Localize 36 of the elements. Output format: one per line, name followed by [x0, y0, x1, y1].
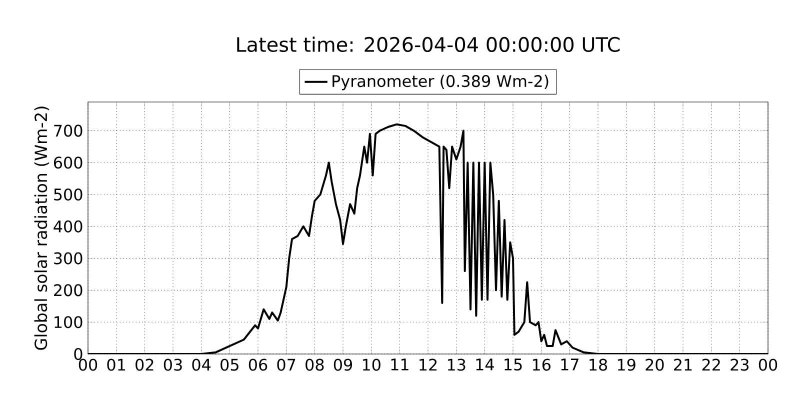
x-tick-label: 20: [646, 358, 664, 371]
y-tick-label: 700: [54, 124, 82, 137]
x-tick-label: 02: [136, 358, 154, 371]
x-tick-label: 07: [277, 358, 296, 371]
x-tick-label: 06: [248, 358, 268, 371]
x-tick-label: 13: [448, 358, 466, 371]
x-tick-label: 14: [476, 358, 494, 370]
x-tick-label: 18: [590, 358, 608, 371]
x-tick-label: 01: [107, 358, 125, 371]
x-tick-label: 11: [391, 358, 408, 370]
y-tick-label: 400: [54, 220, 82, 232]
x-tick-label: 08: [306, 358, 324, 371]
x-tick-label: 04: [192, 358, 211, 371]
x-tick-label: 23: [730, 358, 749, 371]
y-tick-label: 100: [54, 316, 82, 328]
chart-title: Latest time: 2026-04-04 00:00:00 UTC: [237, 36, 620, 52]
x-tick-label: 15: [504, 358, 522, 371]
x-tick-label: 00: [78, 358, 98, 371]
x-tick-label: 17: [561, 358, 578, 370]
legend-label: Pyranometer (0.389 Wm-2): [332, 74, 548, 90]
x-tick-label: 10: [362, 358, 380, 371]
y-axis-title: Global solar radiation (Wm-2): [34, 106, 50, 350]
x-tick-label: 12: [420, 358, 437, 371]
y-tick-label: 300: [54, 252, 82, 264]
x-tick-label: 00: [758, 358, 778, 371]
y-tick-label: 500: [54, 188, 82, 201]
y-tick-label: 200: [54, 284, 82, 296]
x-tick-label: 03: [164, 358, 182, 371]
x-tick-label: 19: [618, 358, 636, 371]
x-tick-label: 21: [674, 358, 692, 371]
x-tick-label: 16: [532, 358, 550, 371]
y-tick-label: 0: [74, 348, 82, 360]
y-tick-label: 600: [54, 156, 82, 169]
x-tick-label: 22: [702, 358, 720, 371]
x-tick-label: 09: [334, 358, 352, 371]
x-tick-label: 05: [220, 358, 238, 371]
